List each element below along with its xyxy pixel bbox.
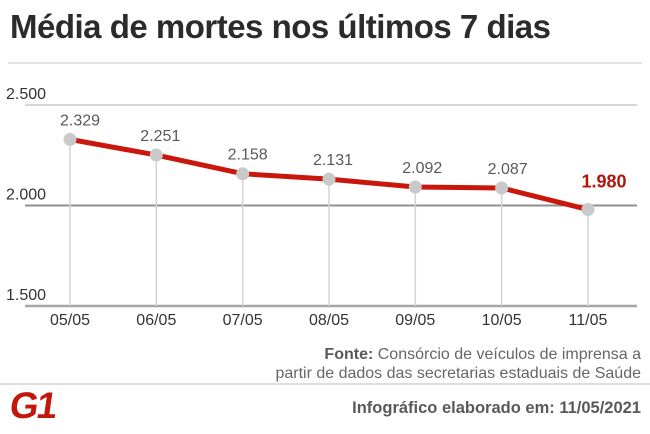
page-title: Média de mortes nos últimos 7 dias: [10, 8, 551, 45]
data-point-label-current: 1.980: [581, 172, 626, 192]
y-tick-label: 2.500: [6, 86, 46, 103]
data-point-label: 2.092: [402, 160, 442, 177]
x-tick-label: 11/05: [569, 312, 608, 329]
g1-logo: G1: [7, 385, 59, 426]
data-point-label: 2.329: [60, 112, 100, 129]
data-point-label: 2.158: [228, 147, 268, 164]
title-divider: [8, 62, 642, 64]
source-text-2: partir de dados das secretarias estaduai…: [275, 365, 641, 382]
data-point: [322, 172, 336, 186]
data-point: [149, 148, 163, 162]
data-point: [495, 181, 509, 195]
y-tick-label: 2.000: [6, 187, 46, 204]
x-tick-label: 06/05: [136, 312, 176, 329]
data-point-label: 2.087: [488, 161, 528, 178]
data-point-label: 2.131: [313, 152, 353, 169]
x-tick-label: 05/05: [50, 312, 90, 329]
data-point: [581, 203, 595, 217]
data-point-label: 2.251: [140, 128, 180, 145]
source-label: Fonte:: [324, 346, 374, 363]
data-point: [236, 167, 250, 181]
source-note: Fonte: Consórcio de veículos de imprensa…: [275, 345, 641, 383]
x-tick-label: 08/05: [309, 312, 349, 329]
x-tick-label: 09/05: [395, 312, 435, 329]
y-tick-label: 1.500: [6, 287, 46, 304]
x-tick-label: 10/05: [482, 312, 522, 329]
made-on-date: Infográfico elaborado em: 11/05/2021: [352, 399, 641, 417]
source-line-1: Fonte: Consórcio de veículos de imprensa…: [275, 345, 641, 364]
footer-divider: [0, 383, 650, 385]
x-tick-label: 07/05: [223, 312, 263, 329]
source-text-1: Consórcio de veículos de imprensa a: [377, 346, 641, 363]
data-point: [408, 180, 422, 194]
data-point: [63, 132, 77, 146]
